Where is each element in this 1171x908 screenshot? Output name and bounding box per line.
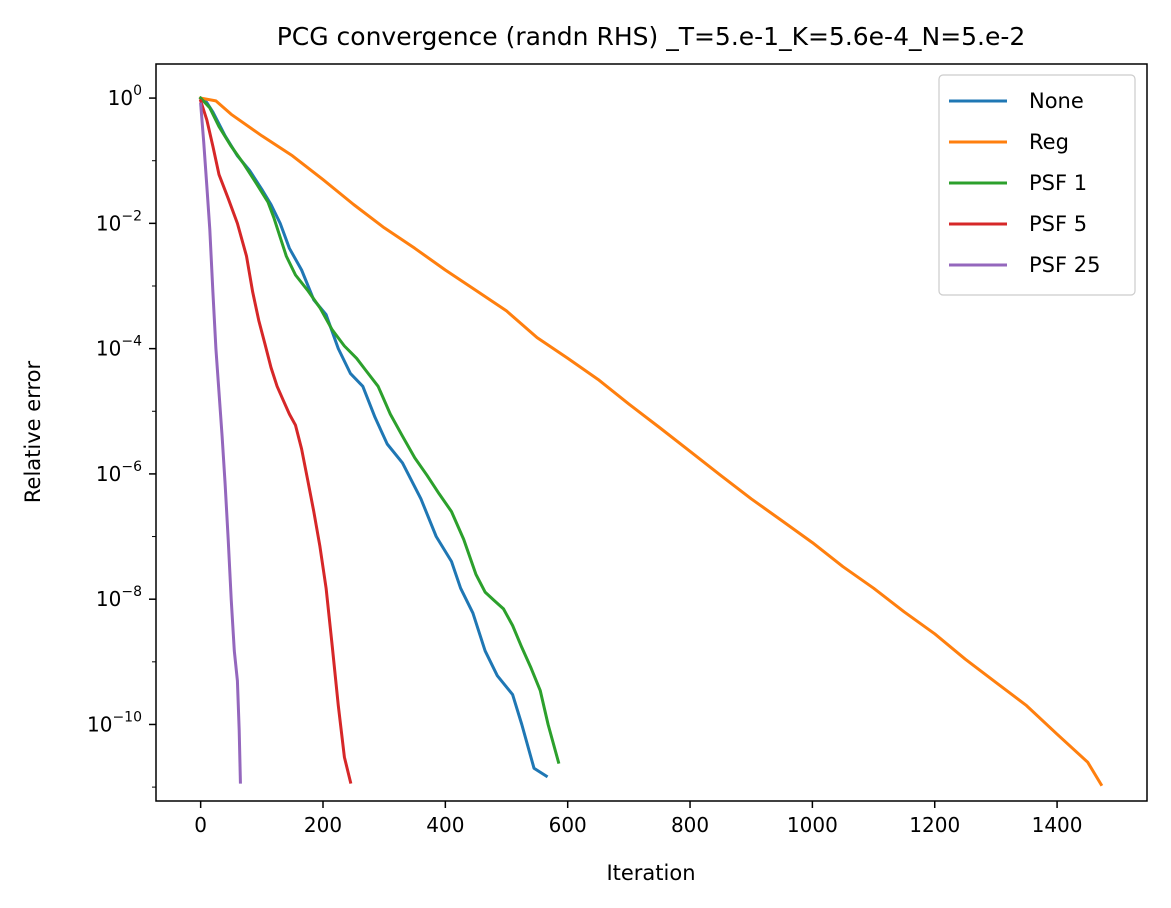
y-tick-label: 10−6 [96,459,142,486]
plot-frame [155,63,1148,802]
series-line-psf-1 [198,95,561,765]
legend-label: PSF 25 [1029,253,1100,277]
y-tick-label: 10−8 [96,584,142,611]
x-tick-label: 1200 [909,813,960,837]
y-axis-ticks: 100 10−2 10−4 10−6 10−8 10−10 [87,83,156,788]
y-tick-label: 10−2 [96,208,142,235]
legend: None Reg PSF 1 PSF 5 PSF 25 [938,74,1136,296]
x-tick-label: 800 [671,813,709,837]
series-line-psf-25 [199,102,242,784]
x-tick-label: 0 [194,813,207,837]
legend-label: PSF 1 [1029,171,1087,195]
series-line-psf-5 [198,99,353,784]
x-tick-label: 1400 [1032,813,1083,837]
x-tick-label: 200 [304,813,342,837]
y-tick-label: 10−10 [87,709,142,736]
legend-box [938,74,1136,296]
legend-label: Reg [1029,130,1069,154]
x-tick-label: 1000 [787,813,838,837]
x-axis-label: Iteration [606,861,695,885]
legend-label: PSF 5 [1029,212,1087,236]
y-tick-label: 10−4 [96,334,142,361]
chart-title: PCG convergence (randn RHS) _T=5.e-1_K=5… [277,22,1026,51]
series-layer [198,95,1104,787]
x-tick-label: 400 [426,813,464,837]
x-tick-label: 600 [549,813,587,837]
y-tick-label: 100 [108,83,142,110]
x-axis-ticks: 0 200 400 600 800 1000 1200 1400 [194,801,1083,837]
series-line-reg [198,96,1104,787]
legend-label: None [1029,89,1084,113]
y-axis-label: Relative error [21,361,45,504]
